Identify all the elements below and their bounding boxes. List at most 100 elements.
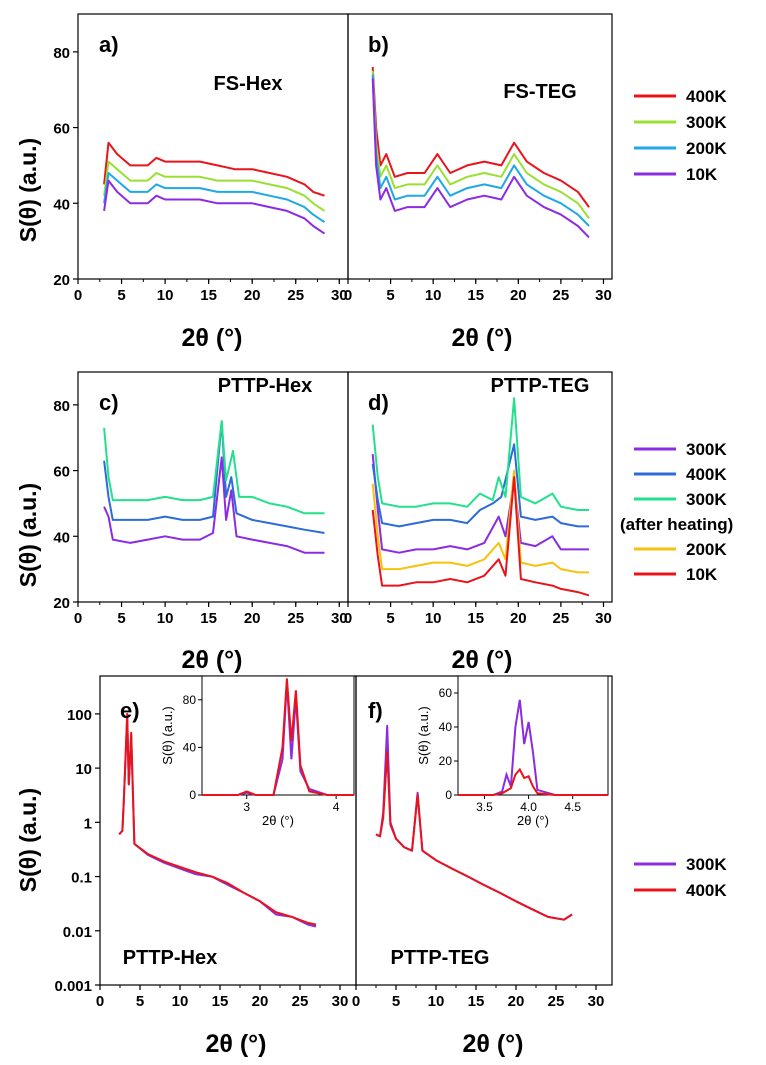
panel-label-d: d): [368, 390, 389, 415]
panel-label-c: c): [99, 390, 119, 415]
legend-label: 300K: [686, 490, 727, 509]
inset-ytick-label: 40: [183, 740, 197, 754]
series-line-c-0: [103, 456, 325, 554]
series-line-a-1: [103, 160, 326, 212]
xtick-label: 10: [157, 287, 174, 304]
panel-label-a: a): [99, 32, 119, 57]
series-line-b-3: [371, 78, 590, 239]
xtick-label: 25: [553, 610, 570, 627]
panel-title-a: FS-Hex: [214, 73, 283, 95]
panel-label-f: f): [368, 698, 383, 723]
xtick-label: 5: [136, 993, 144, 1010]
xtick-label: 25: [553, 287, 570, 304]
xtick-label: 30: [595, 610, 612, 627]
series-line-a-3: [103, 179, 326, 235]
legend-label: 10K: [686, 565, 718, 584]
series-line-e-1: [118, 712, 317, 926]
xtick-label: 0: [344, 610, 352, 627]
legend-label: (after heating): [620, 515, 733, 534]
legend-label: 200K: [686, 540, 727, 559]
ytick-label: 20: [53, 272, 70, 289]
inset-xlabel: 2θ (°): [262, 813, 294, 828]
xlabel-f: 2θ (°): [462, 1030, 523, 1058]
xtick-label: 30: [595, 287, 612, 304]
panel-title-c: PTTP-Hex: [218, 375, 312, 397]
panel-label-e: e): [120, 698, 140, 723]
xtick-label: 0: [74, 287, 82, 304]
ytick-label: 80: [53, 398, 70, 415]
legend-label: 300K: [686, 440, 727, 459]
xtick-label: 25: [548, 993, 565, 1010]
xlabel-b: 2θ (°): [451, 324, 512, 352]
panel-label-b: b): [368, 32, 389, 57]
xlabel-d: 2θ (°): [451, 646, 512, 674]
xtick-label: 0: [344, 287, 352, 304]
series-line-d-0: [371, 454, 589, 554]
xtick-label: 25: [287, 610, 304, 627]
xtick-label: 15: [467, 610, 484, 627]
xtick-label: 20: [244, 287, 261, 304]
ytick-label: 80: [53, 45, 70, 62]
inset-series-line-e-1: [202, 678, 354, 796]
inset-xtick-label: 4.0: [520, 800, 537, 814]
ytick-label: 20: [53, 595, 70, 612]
xtick-label: 15: [467, 287, 484, 304]
panel-title-f: PTTP-TEG: [391, 947, 490, 969]
legend-label: 400K: [686, 465, 727, 484]
xtick-label: 0: [74, 610, 82, 627]
panel-title-e: PTTP-Hex: [123, 947, 217, 969]
panel-f: 0 5 10 15 20 25 30 f) PTTP-TEG 3.5 4.0 4.5 0 20 40 60 S(…: [352, 675, 613, 1010]
inset-ytick-label: 20: [439, 754, 453, 768]
panel-a: 0 5 10 15 20 25 30 20 40 60 80 a) FS-Hex: [53, 13, 349, 304]
series-line-c-1: [103, 420, 325, 534]
inset-ytick-label: 80: [183, 693, 197, 707]
plot-frame-d: [347, 371, 613, 603]
series-line-f-1: [375, 750, 573, 921]
series-line-d-1: [371, 443, 589, 528]
legend-top: 400K 300K 200K 10K: [634, 87, 727, 184]
bot-row-ylabel: S(θ) (a.u.): [15, 788, 41, 892]
xtick-label: 30: [331, 287, 348, 304]
panel-b: 0 5 10 15 20 25 30 b) FS-TEG: [344, 13, 613, 304]
inset-ytick-label: 60: [439, 686, 453, 700]
plot-frame-b: [347, 13, 613, 280]
xtick-label: 0: [96, 993, 104, 1010]
xtick-label: 10: [425, 610, 442, 627]
inset-ytick-label: 0: [189, 788, 196, 802]
xtick-label: 5: [117, 287, 125, 304]
xtick-label: 5: [386, 287, 394, 304]
inset-ytick-label: 40: [439, 720, 453, 734]
xtick-label: 20: [508, 993, 525, 1010]
inset-xlabel: 2θ (°): [517, 813, 549, 828]
series-line-a-0: [103, 141, 325, 197]
xtick-label: 30: [331, 610, 348, 627]
xtick-label: 30: [588, 993, 605, 1010]
xtick-label: 20: [244, 610, 261, 627]
legend-label: 10K: [686, 165, 718, 184]
inset-xtick-label: 4.5: [564, 800, 581, 814]
xtick-label: 10: [172, 993, 189, 1010]
series-line-c-2: [103, 420, 325, 515]
legend-label: 300K: [686, 855, 727, 874]
panel-d: 0 5 10 15 20 25 30 d) PTTP-TEG: [344, 371, 613, 627]
legend-label: 200K: [686, 139, 727, 158]
xtick-label: 25: [292, 993, 309, 1010]
xtick-label: 5: [392, 993, 400, 1010]
inset-ylabel: S(θ) (a.u.): [416, 706, 431, 765]
series-line-d-4: [371, 476, 590, 597]
xtick-label: 20: [510, 610, 527, 627]
ytick-label: 10: [75, 761, 92, 778]
top-row-ylabel: S(θ) (a.u.): [15, 138, 41, 242]
inset-ytick-label: 0: [445, 788, 452, 802]
ytick-label: 60: [53, 464, 70, 481]
legend-label: 400K: [686, 87, 727, 106]
xtick-label: 10: [425, 287, 442, 304]
xtick-label: 15: [212, 993, 229, 1010]
xtick-label: 10: [428, 993, 445, 1010]
mid-row-ylabel: S(θ) (a.u.): [15, 483, 41, 587]
xtick-label: 15: [468, 993, 485, 1010]
legend-middle: 300K 400K 300K (after heating) 200K 10K: [620, 440, 733, 584]
inset-xtick-label: 3.5: [476, 800, 493, 814]
